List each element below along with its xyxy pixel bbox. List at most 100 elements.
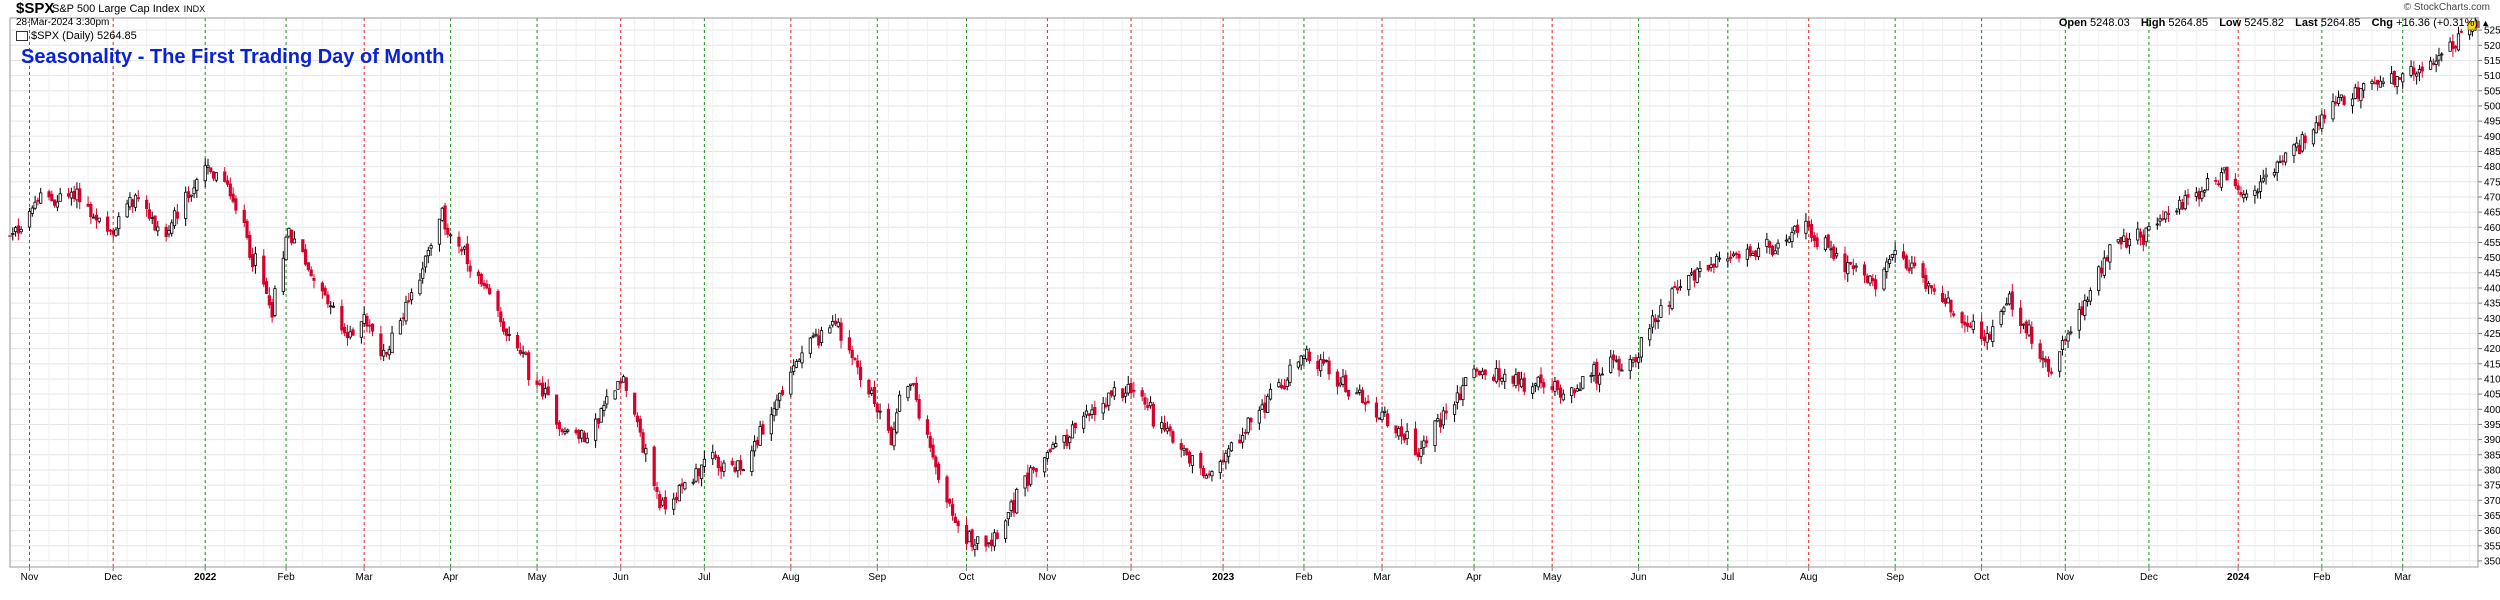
candle-up — [789, 371, 793, 395]
candle-down — [482, 282, 486, 286]
candle-down — [1960, 312, 1964, 324]
candle-down — [1809, 223, 1814, 238]
candle-up — [1377, 417, 1381, 420]
candle-down — [1517, 371, 1521, 385]
candle-down — [934, 456, 938, 468]
candle-up — [1536, 376, 1540, 388]
candle-up — [1834, 253, 1839, 257]
candle-up — [1500, 378, 1504, 382]
y-tick-label: 4550 — [2484, 238, 2500, 249]
candle-down — [1307, 351, 1312, 361]
candle-up — [1776, 242, 1780, 249]
x-tick-label: May — [528, 572, 547, 583]
candle-up — [566, 429, 570, 432]
candle-down — [147, 209, 152, 219]
candle-down — [248, 234, 252, 258]
candle-up — [2370, 80, 2374, 84]
candle-up — [1890, 254, 1894, 258]
candle-up — [1678, 286, 1683, 289]
candle-down — [2454, 45, 2458, 49]
candle-up — [1687, 275, 1691, 291]
candle-down — [1712, 263, 1716, 268]
candle-up — [811, 335, 815, 338]
candle-down — [1988, 334, 1992, 340]
candle-up — [1784, 239, 1789, 242]
candle-up — [2027, 324, 2031, 336]
candle-up — [55, 201, 60, 208]
candle-up — [1787, 238, 1791, 243]
candle-up — [2283, 152, 2288, 163]
candle-up — [404, 301, 408, 322]
candle-down — [1012, 499, 1016, 513]
candle-up — [11, 233, 15, 235]
y-tick-label: 4450 — [2484, 268, 2500, 279]
candle-up — [605, 396, 609, 405]
candle-down — [499, 311, 503, 323]
candle-down — [1073, 422, 1077, 429]
chart-annotation-title: Seasonality - The First Trading Day of M… — [21, 46, 445, 68]
x-tick-label: Feb — [1295, 572, 1313, 583]
candle-down — [518, 349, 522, 354]
candle-up — [1224, 452, 1228, 463]
candle-up — [1689, 272, 1694, 275]
candle-up — [440, 207, 444, 221]
y-tick-label: 4850 — [2484, 147, 2500, 158]
x-tick-label: Mar — [356, 572, 374, 583]
candle-down — [2225, 166, 2229, 181]
candle-down — [1171, 431, 1175, 443]
y-axis: 3500 3550 3600 3650 3700 3750 3800 3850 3900 3950… — [2478, 26, 2500, 567]
candle-down — [1394, 425, 1398, 434]
candle-up — [750, 450, 754, 473]
candle-up — [1405, 430, 1409, 440]
candle-down — [2317, 122, 2321, 127]
candle-up — [117, 216, 121, 230]
candle-up — [58, 193, 62, 202]
candle-up — [2258, 181, 2263, 192]
candlesticks — [8, 17, 2480, 557]
candle-down — [1151, 403, 1155, 427]
candle-up — [1519, 378, 1524, 388]
candle-down — [86, 203, 90, 207]
candle-down — [574, 429, 578, 434]
candle-up — [2292, 144, 2296, 156]
candle-down — [2398, 77, 2402, 80]
candle-down — [1768, 241, 1772, 248]
candle-up — [2088, 290, 2092, 302]
candle-down — [1416, 452, 1420, 458]
candle-down — [1539, 374, 1543, 384]
candle-up — [1609, 356, 1613, 373]
candle-up — [691, 481, 695, 484]
candle-down — [476, 271, 481, 277]
candle-up — [1324, 359, 1328, 362]
candle-down — [619, 380, 623, 384]
candle-up — [2256, 191, 2260, 194]
candle-down — [847, 337, 851, 351]
candle-down — [1483, 369, 1487, 376]
candle-up — [613, 390, 617, 400]
candle-up — [1533, 383, 1538, 386]
candle-up — [1480, 370, 1485, 376]
candle-down — [1093, 406, 1097, 416]
candle-up — [677, 485, 681, 502]
candle-down — [164, 226, 168, 238]
candle-down — [1327, 360, 1331, 375]
candle-down — [953, 516, 957, 523]
candle-down — [1221, 459, 1225, 463]
y-tick-label: 3800 — [2484, 465, 2500, 476]
candle-up — [1887, 258, 1892, 264]
candle-down — [886, 408, 891, 431]
candle-up — [644, 448, 648, 455]
candle-up — [741, 469, 746, 472]
y-tick-label: 5150 — [2484, 56, 2500, 67]
candle-up — [1341, 376, 1345, 385]
x-tick-label: Oct — [959, 572, 975, 583]
candle-down — [557, 422, 561, 430]
candle-down — [326, 294, 330, 305]
candle-up — [2164, 211, 2168, 220]
candle-up — [390, 332, 394, 354]
candle-down — [1280, 384, 1284, 389]
y-tick-label: 4900 — [2484, 132, 2500, 143]
candle-down — [1748, 246, 1752, 256]
candle-down — [1335, 371, 1340, 387]
x-tick-label: Aug — [1800, 572, 1818, 583]
